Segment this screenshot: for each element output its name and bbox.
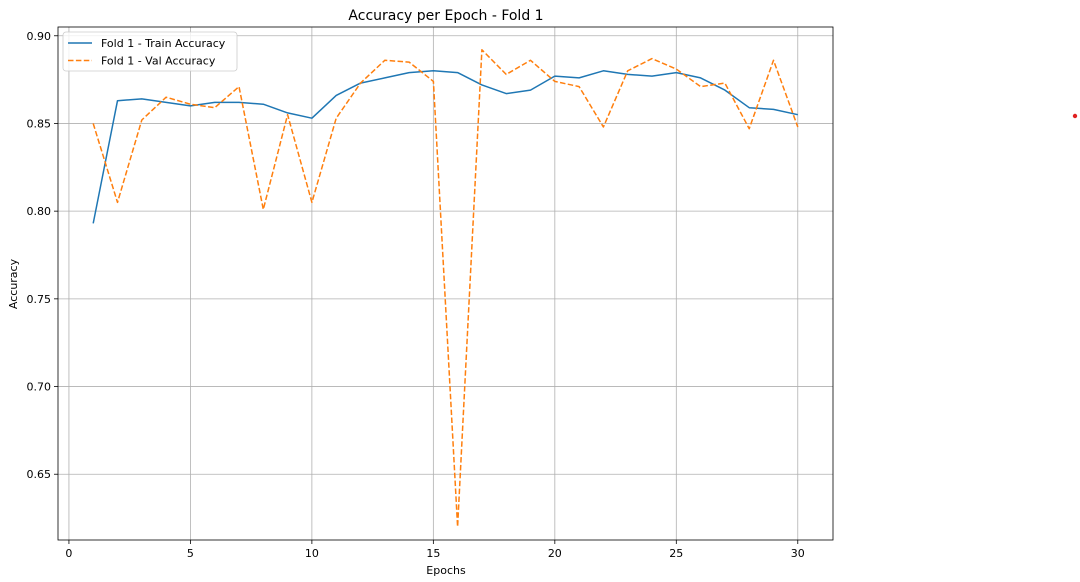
series-lines bbox=[92, 49, 799, 528]
grid bbox=[58, 27, 833, 540]
train-accuracy-line bbox=[92, 70, 798, 224]
legend-box bbox=[62, 31, 238, 72]
legend-val-label: Fold 1 - Val Accuracy bbox=[101, 55, 216, 68]
y-tick-label: 0.65 bbox=[27, 468, 52, 481]
y-tick-label: 0.80 bbox=[27, 205, 52, 218]
x-tick-label: 10 bbox=[305, 547, 319, 560]
y-tick-label: 0.75 bbox=[27, 293, 52, 306]
val-accuracy-line bbox=[92, 49, 799, 528]
x-axis-label: Epochs bbox=[426, 564, 466, 577]
legend-train-label: Fold 1 - Train Accuracy bbox=[101, 37, 226, 50]
legend: Fold 1 - Train Accuracy Fold 1 - Val Accu… bbox=[62, 31, 238, 72]
x-tick-label: 20 bbox=[548, 547, 562, 560]
red-dot-marker bbox=[1072, 113, 1078, 119]
y-axis-label: Accuracy bbox=[7, 258, 20, 309]
y-tick-label: 0.90 bbox=[27, 30, 52, 43]
x-tick-label: 30 bbox=[791, 547, 805, 560]
chart-title: Accuracy per Epoch - Fold 1 bbox=[348, 8, 543, 24]
y-tick-label: 0.70 bbox=[27, 381, 52, 394]
y-axis: 0.65 0.70 0.75 0.80 0.85 0.90 bbox=[27, 30, 58, 481]
x-tick-label: 0 bbox=[65, 547, 72, 560]
x-tick-label: 5 bbox=[187, 547, 194, 560]
plot-frame bbox=[57, 26, 834, 541]
x-axis: 0 5 10 15 20 25 30 bbox=[65, 540, 805, 560]
x-tick-label: 15 bbox=[426, 547, 440, 560]
y-tick-label: 0.85 bbox=[27, 117, 52, 130]
x-tick-label: 25 bbox=[669, 547, 683, 560]
